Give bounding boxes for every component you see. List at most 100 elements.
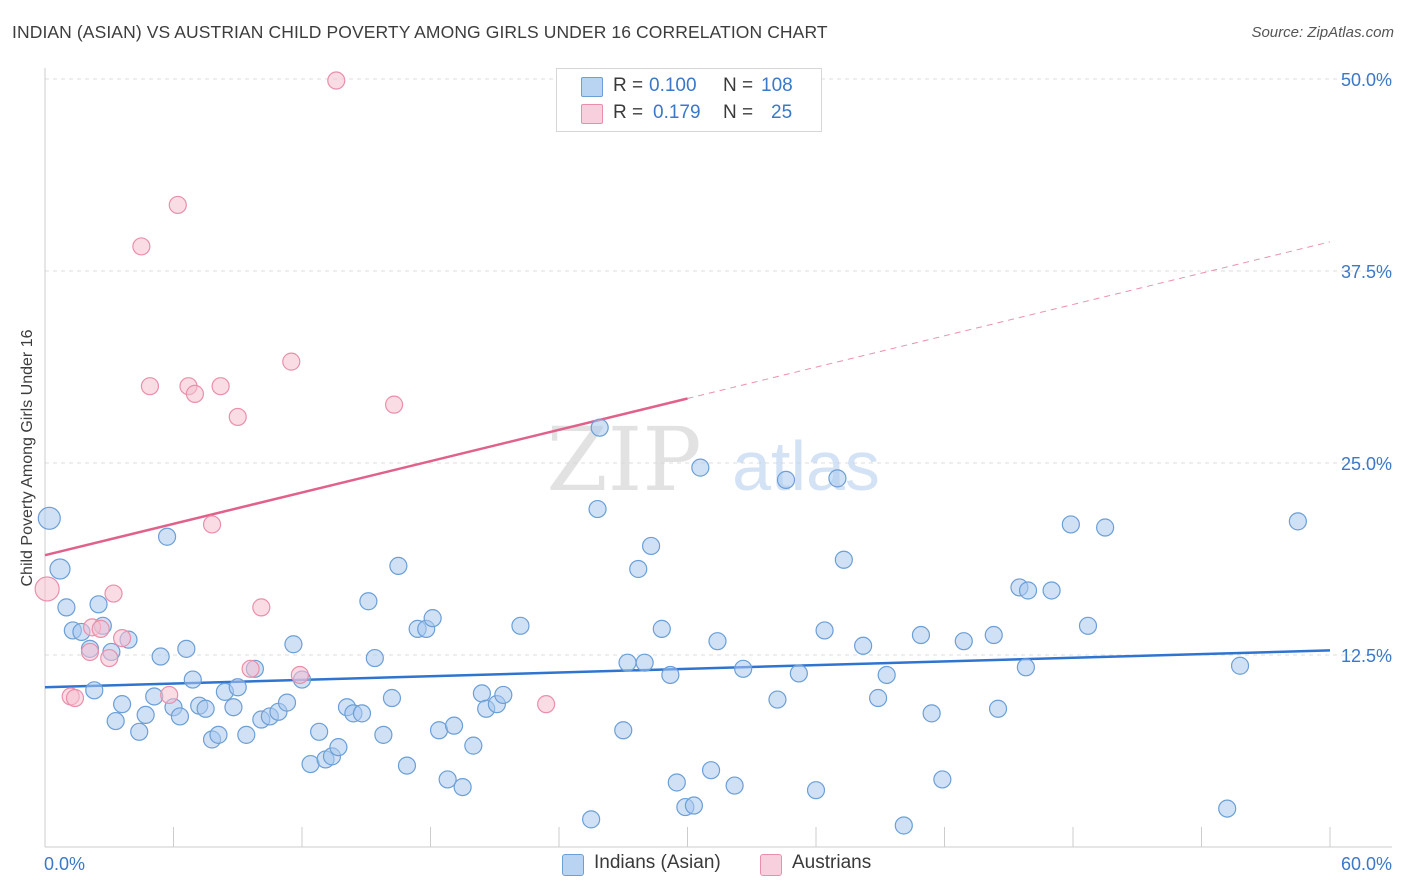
- point-indians: [196, 699, 215, 718]
- point-indians: [157, 527, 177, 546]
- point-indians: [89, 595, 108, 614]
- point-indians: [734, 659, 753, 678]
- point-indians: [1096, 518, 1115, 537]
- y-axis-label: Child Poverty Among Girls Under 16: [19, 329, 36, 587]
- point-austrians: [228, 407, 247, 427]
- point-indians: [590, 418, 609, 437]
- point-indians: [635, 653, 654, 672]
- point-indians: [954, 632, 973, 651]
- point-indians: [209, 725, 228, 744]
- trendline-indians: [44, 649, 1331, 689]
- point-austrians: [252, 598, 271, 617]
- point-indians: [652, 619, 671, 638]
- point-indians: [359, 592, 378, 611]
- point-indians: [854, 636, 873, 655]
- point-indians: [1061, 515, 1080, 534]
- point-indians: [352, 704, 372, 723]
- point-indians: [112, 695, 132, 714]
- point-austrians: [80, 642, 100, 662]
- point-indians: [130, 722, 149, 741]
- point-indians: [106, 711, 125, 731]
- point-indians: [224, 698, 243, 717]
- point-indians: [85, 681, 104, 700]
- point-indians: [834, 550, 853, 569]
- point-indians: [1042, 581, 1061, 600]
- point-indians: [933, 770, 952, 789]
- point-indians: [453, 777, 472, 797]
- point-indians: [984, 625, 1003, 645]
- point-indians: [329, 738, 348, 757]
- grid-lines: [45, 78, 1392, 656]
- point-indians: [511, 616, 530, 635]
- point-austrians: [34, 576, 60, 602]
- trendline-austrians-extension: [687, 241, 1331, 399]
- point-indians: [177, 639, 196, 658]
- point-austrians: [185, 384, 205, 403]
- stats-legend: R = 0.100 N = 108 R = 0.179 N = 25: [556, 68, 822, 132]
- point-indians: [301, 754, 320, 774]
- legend-label: Indians (Asian): [594, 852, 721, 873]
- point-indians: [869, 688, 888, 708]
- point-indians: [1078, 616, 1098, 635]
- point-indians: [877, 665, 896, 685]
- x-tick-label: 60.0%: [1341, 854, 1392, 874]
- point-indians: [183, 670, 202, 689]
- point-indians: [776, 470, 796, 489]
- legend-label: Austrians: [792, 852, 872, 873]
- source-label: Source: ZipAtlas.com: [1251, 24, 1394, 41]
- data-points: [34, 71, 1307, 835]
- point-indians: [641, 536, 661, 556]
- legend-n-value: 108: [761, 75, 793, 96]
- point-indians: [1016, 658, 1035, 677]
- point-indians: [1018, 581, 1038, 600]
- point-indians: [911, 625, 931, 645]
- point-indians: [228, 678, 247, 697]
- point-indians: [374, 725, 393, 744]
- point-indians: [365, 648, 384, 668]
- point-indians: [49, 558, 71, 580]
- point-indians: [310, 722, 329, 741]
- point-indians: [429, 721, 449, 740]
- point-indians: [661, 665, 680, 685]
- point-indians: [614, 721, 633, 740]
- point-indians: [37, 506, 61, 530]
- point-indians: [582, 810, 601, 829]
- point-indians: [691, 458, 710, 477]
- point-indians: [237, 725, 256, 744]
- point-indians: [1288, 512, 1307, 531]
- axes: [44, 68, 1392, 848]
- point-indians: [894, 816, 913, 835]
- point-indians: [423, 609, 442, 628]
- axis-ticks: [44, 827, 1331, 847]
- point-austrians: [241, 659, 260, 678]
- point-indians: [464, 736, 483, 755]
- point-austrians: [282, 352, 301, 371]
- point-indians: [725, 776, 744, 795]
- chart-title: INDIAN (ASIAN) VS AUSTRIAN CHILD POVERTY…: [12, 22, 828, 42]
- trend-lines: [44, 241, 1331, 689]
- point-indians: [397, 756, 417, 775]
- watermark-atlas: atlas: [732, 427, 880, 505]
- point-indians: [708, 632, 727, 651]
- point-indians: [667, 773, 686, 792]
- point-indians: [438, 770, 457, 789]
- legend-swatch-blue: [581, 77, 603, 97]
- watermark: ZIP atlas: [546, 408, 880, 511]
- point-indians: [768, 690, 787, 709]
- point-indians: [444, 716, 464, 735]
- point-austrians: [168, 195, 187, 215]
- point-austrians: [91, 619, 110, 638]
- point-indians: [389, 556, 408, 576]
- y-tick-label: 25.0%: [1341, 454, 1392, 474]
- point-indians: [1218, 799, 1237, 818]
- point-austrians: [65, 688, 85, 708]
- point-indians: [684, 796, 704, 815]
- point-indians: [170, 707, 190, 726]
- point-indians: [1230, 656, 1250, 675]
- point-austrians: [537, 695, 556, 714]
- point-indians: [151, 647, 170, 666]
- point-austrians: [104, 584, 123, 603]
- legend-swatch-blue: [562, 854, 584, 876]
- legend-r-value: 0.100: [649, 75, 697, 96]
- point-austrians: [290, 665, 309, 685]
